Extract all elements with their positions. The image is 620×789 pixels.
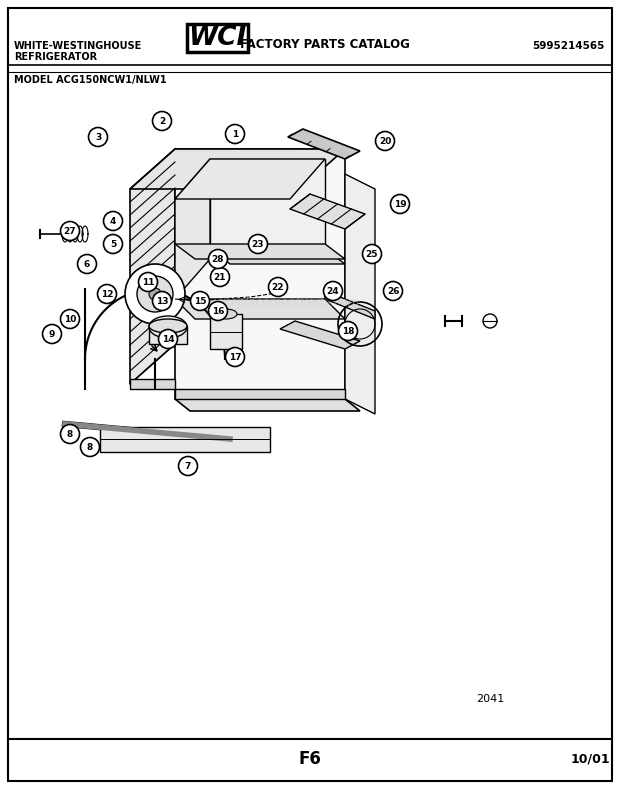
Circle shape xyxy=(153,291,172,311)
Circle shape xyxy=(363,245,381,264)
Circle shape xyxy=(149,288,161,300)
Text: 12: 12 xyxy=(100,290,113,298)
Text: 14: 14 xyxy=(162,335,174,343)
Text: MODEL ACG150NCW1/NLW1: MODEL ACG150NCW1/NLW1 xyxy=(14,75,167,85)
Circle shape xyxy=(339,321,358,341)
Polygon shape xyxy=(175,159,210,299)
Circle shape xyxy=(138,272,157,291)
Circle shape xyxy=(159,330,177,349)
Text: 3: 3 xyxy=(95,133,101,141)
Circle shape xyxy=(97,285,117,304)
Text: 4: 4 xyxy=(110,216,116,226)
Polygon shape xyxy=(280,321,360,349)
Text: F6: F6 xyxy=(299,750,321,768)
Circle shape xyxy=(61,222,79,241)
Text: WHITE-WESTINGHOUSE: WHITE-WESTINGHOUSE xyxy=(14,41,142,51)
Text: WCI: WCI xyxy=(188,25,246,51)
Circle shape xyxy=(226,125,244,144)
Text: 23: 23 xyxy=(252,240,264,249)
Text: 21: 21 xyxy=(214,272,226,282)
Text: 8: 8 xyxy=(87,443,93,451)
Circle shape xyxy=(226,347,244,367)
Text: 8: 8 xyxy=(67,429,73,439)
Text: 20: 20 xyxy=(379,136,391,145)
Bar xyxy=(210,314,242,349)
Polygon shape xyxy=(210,159,325,249)
Text: 22: 22 xyxy=(272,282,284,291)
Ellipse shape xyxy=(149,316,187,338)
Ellipse shape xyxy=(215,309,237,319)
Polygon shape xyxy=(175,149,345,399)
Text: 26: 26 xyxy=(387,286,399,296)
Polygon shape xyxy=(290,194,365,229)
Circle shape xyxy=(61,309,79,328)
Text: 9: 9 xyxy=(49,330,55,338)
Text: 11: 11 xyxy=(142,278,154,286)
Text: 19: 19 xyxy=(394,200,406,208)
Text: 13: 13 xyxy=(156,297,168,305)
Text: 17: 17 xyxy=(229,353,241,361)
Polygon shape xyxy=(288,129,360,159)
Text: FACTORY PARTS CATALOG: FACTORY PARTS CATALOG xyxy=(240,38,410,51)
Circle shape xyxy=(324,282,342,301)
Text: 25: 25 xyxy=(366,249,378,259)
Circle shape xyxy=(211,267,229,286)
Text: 2041: 2041 xyxy=(476,694,504,704)
Circle shape xyxy=(78,255,97,274)
Text: 10: 10 xyxy=(64,315,76,323)
Polygon shape xyxy=(325,291,375,319)
Polygon shape xyxy=(175,299,345,319)
Circle shape xyxy=(208,249,228,268)
Circle shape xyxy=(384,282,402,301)
Text: 2: 2 xyxy=(159,117,165,125)
Circle shape xyxy=(89,128,107,147)
Text: 6: 6 xyxy=(84,260,90,268)
Text: 7: 7 xyxy=(185,462,191,470)
Ellipse shape xyxy=(149,319,187,333)
Circle shape xyxy=(179,457,198,476)
Text: 5995214565: 5995214565 xyxy=(533,41,605,51)
Polygon shape xyxy=(175,159,325,199)
Bar xyxy=(149,326,187,344)
Text: 16: 16 xyxy=(212,306,224,316)
Circle shape xyxy=(104,234,123,253)
Circle shape xyxy=(391,195,409,214)
Text: 24: 24 xyxy=(327,286,339,296)
Polygon shape xyxy=(345,174,375,414)
Text: REFRIGERATOR: REFRIGERATOR xyxy=(14,52,97,62)
Polygon shape xyxy=(210,249,345,264)
Circle shape xyxy=(125,264,185,324)
Circle shape xyxy=(104,211,123,230)
Circle shape xyxy=(81,437,99,457)
Text: eReplacementParts.com: eReplacementParts.com xyxy=(215,296,359,308)
Circle shape xyxy=(61,424,79,443)
Polygon shape xyxy=(130,149,345,189)
Circle shape xyxy=(137,276,173,312)
Polygon shape xyxy=(175,244,345,259)
Polygon shape xyxy=(175,399,360,411)
Text: 18: 18 xyxy=(342,327,354,335)
Polygon shape xyxy=(130,149,175,384)
Text: 27: 27 xyxy=(64,226,76,235)
Polygon shape xyxy=(175,389,345,399)
Polygon shape xyxy=(130,379,175,389)
Text: 10/01: 10/01 xyxy=(570,753,610,765)
Circle shape xyxy=(268,278,288,297)
Circle shape xyxy=(208,301,228,320)
Circle shape xyxy=(483,314,497,328)
Circle shape xyxy=(43,324,61,343)
Text: 28: 28 xyxy=(212,255,224,264)
Circle shape xyxy=(376,132,394,151)
Text: 15: 15 xyxy=(193,297,206,305)
Circle shape xyxy=(190,291,210,311)
Bar xyxy=(100,427,270,452)
Circle shape xyxy=(153,111,172,130)
Text: 1: 1 xyxy=(232,129,238,139)
Circle shape xyxy=(249,234,267,253)
Text: 5: 5 xyxy=(110,240,116,249)
